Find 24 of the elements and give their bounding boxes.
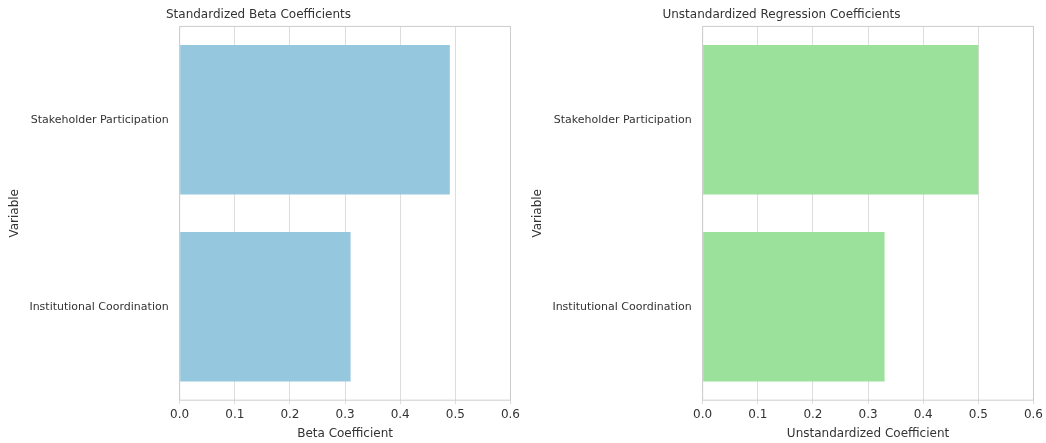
x-tick-label: 0.5 <box>445 406 465 421</box>
x-tick-label: 0.1 <box>748 406 768 421</box>
y-tick-label: Stakeholder Participation <box>553 112 692 126</box>
chart-title: Standardized Beta Coefficients <box>165 7 352 22</box>
x-tick-label: 0.6 <box>1023 406 1043 421</box>
x-tick-label: 0.4 <box>913 406 933 421</box>
x-tick-label: 0.0 <box>693 406 713 421</box>
y-axis-title: Variable <box>7 189 22 238</box>
x-tick-label: 0.6 <box>500 406 520 421</box>
x-tick-label: 0.5 <box>968 406 988 421</box>
chart-title: Unstandardized Regression Coefficients <box>662 7 901 22</box>
x-tick-label: 0.0 <box>170 406 190 421</box>
x-tick-label: 0.3 <box>858 406 878 421</box>
x-tick-label: 0.2 <box>280 406 300 421</box>
y-axis-title: Variable <box>530 189 545 238</box>
y-tick-label: Stakeholder Participation <box>30 112 169 126</box>
x-tick-label: 0.4 <box>390 406 410 421</box>
x-axis-title: Beta Coefficient <box>297 425 394 440</box>
y-tick-label: Institutional Coordination <box>552 299 692 313</box>
y-tick-label: Institutional Coordination <box>29 299 169 313</box>
x-tick-label: 0.1 <box>225 406 245 421</box>
x-axis-title: Unstandardized Coefficient <box>786 425 950 440</box>
x-tick-label: 0.2 <box>803 406 823 421</box>
x-tick-label: 0.3 <box>335 406 355 421</box>
